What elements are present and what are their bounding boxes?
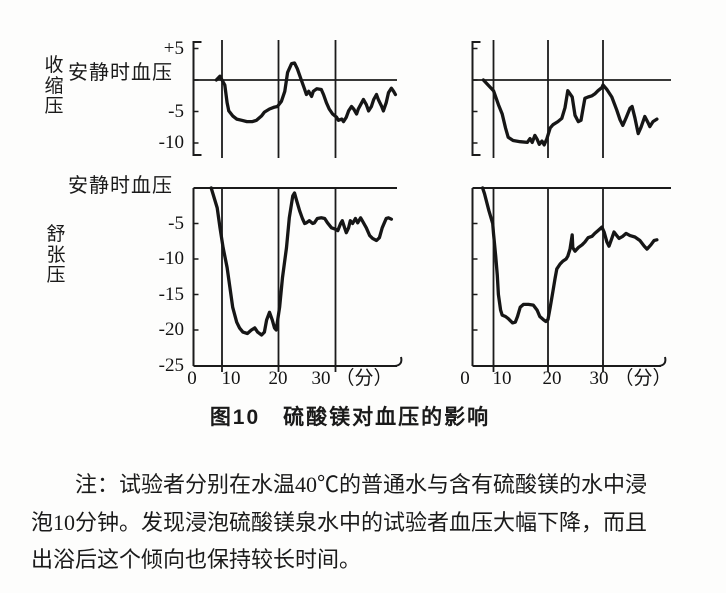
y-tick-label: -15	[158, 283, 184, 305]
systolic-pressure-label: 收缩压	[44, 55, 64, 117]
x-tick-label: 0	[460, 368, 470, 389]
blood-pressure-curve	[481, 78, 659, 147]
x-tick-label: 10	[492, 368, 512, 389]
axis-end-hook	[658, 356, 667, 367]
y-axis	[471, 41, 481, 156]
x-tick-label: 10	[221, 368, 241, 389]
x-tick-label: 20	[268, 368, 288, 389]
y-tick-label: -5	[168, 212, 184, 234]
y-tick-label: -10	[158, 248, 184, 269]
figure-note: 注：试验者分别在水温40℃的普通水与含有硫酸镁的水中浸 泡10分钟。发现浸泡硫酸…	[31, 466, 711, 579]
resting-bp-label-bottom: 安静时血压	[68, 175, 173, 197]
resting-bp-label-top: 安静时血压	[68, 62, 173, 84]
x-tick-label: 30	[311, 368, 331, 389]
axis-end-hook	[394, 356, 403, 367]
x-tick-label: 30	[589, 368, 609, 389]
x-axis-unit-label: （分）	[335, 368, 393, 389]
y-axis	[192, 41, 202, 156]
blood-pressure-curve	[480, 186, 659, 325]
y-tick-label: -20	[158, 319, 184, 340]
figure-caption: 图10 硫酸镁对血压的影响	[209, 406, 491, 429]
y-tick-label: -5	[168, 100, 184, 122]
x-tick-label: 20	[542, 368, 562, 389]
x-tick-label: 0	[187, 368, 197, 389]
x-axis-unit-label: （分）	[614, 368, 672, 389]
note-line-2: 泡10分钟。发现浸泡硫酸镁泉水中的试验者血压大幅下降，而且	[31, 509, 648, 535]
diastolic-pressure-label: 舒张压	[46, 224, 66, 286]
y-tick-label: -25	[158, 354, 184, 376]
blood-pressure-curve	[214, 61, 398, 124]
note-line-3: 出浴后这个倾向也保持较长时间。	[31, 547, 362, 572]
y-tick-label: +5	[163, 37, 184, 59]
blood-pressure-figure	[192, 40, 671, 372]
note-line-1: 注：试验者分别在水温40℃的普通水与含有硫酸镁的水中浸	[75, 472, 648, 497]
y-tick-label: -10	[158, 132, 184, 153]
blood-pressure-curve	[209, 186, 394, 337]
